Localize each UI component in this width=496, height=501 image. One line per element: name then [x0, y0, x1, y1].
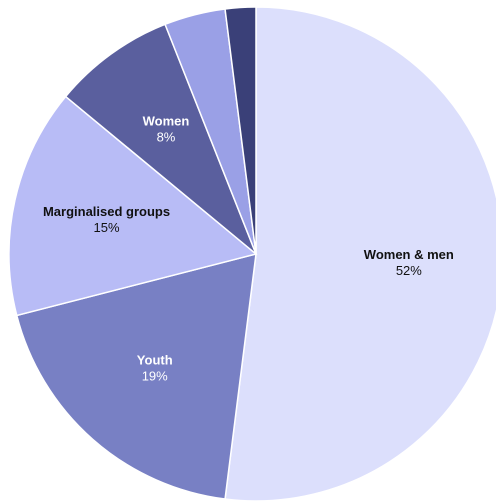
slice-label: Marginalised groups [43, 204, 170, 219]
pie-slice [8, 95, 258, 317]
value-label: 15% [94, 220, 120, 235]
pie-slice [15, 252, 257, 500]
pie-slice [224, 6, 257, 255]
value-label: 52% [396, 263, 422, 278]
pie-slice [224, 6, 496, 501]
slice-label: Women [143, 114, 190, 129]
pie-slice [64, 23, 257, 255]
slice-label: Youth [137, 352, 173, 367]
slice-label: Women & men [364, 247, 454, 262]
value-label: 8% [157, 130, 176, 145]
value-label: 19% [142, 368, 168, 383]
